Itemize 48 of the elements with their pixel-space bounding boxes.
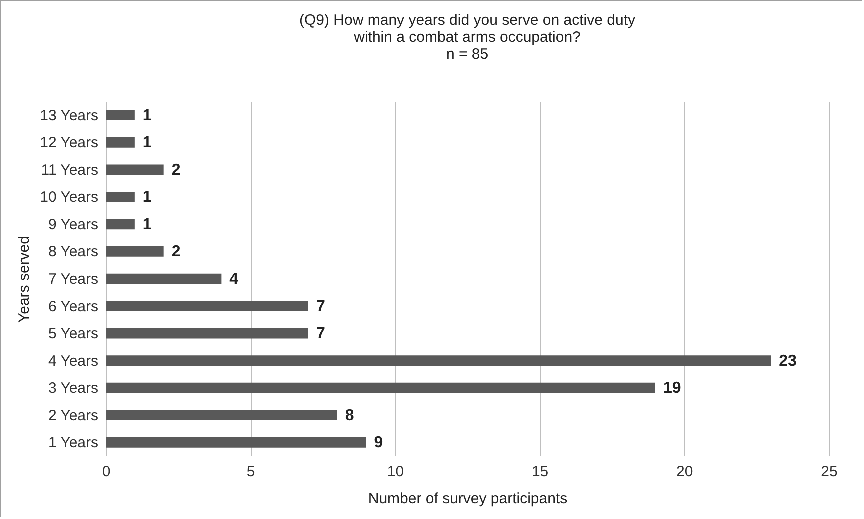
y-tick-label: 9 Years — [48, 216, 98, 234]
y-tick-label: 12 Years — [40, 134, 98, 152]
data-label: 2 — [172, 244, 181, 261]
bar — [106, 274, 222, 284]
y-tick-label: 6 Years — [48, 298, 98, 316]
bar — [106, 192, 135, 202]
x-axis-title: Number of survey participants — [368, 490, 568, 508]
bar — [106, 164, 164, 176]
data-label: 1 — [142, 107, 152, 124]
x-tick-label: 15 — [532, 464, 549, 480]
chart-title: (Q9) How many years did you serve on active duty within a combat arms occupation? n = 85 — [300, 12, 636, 63]
y-tick-label: 13 Years — [40, 107, 98, 124]
bar — [106, 137, 135, 148]
y-tick-label: 7 Years — [48, 271, 98, 288]
y-tick-label: 3 Years — [48, 380, 98, 398]
bar — [106, 219, 135, 230]
data-label: 1 — [142, 216, 152, 234]
data-label: 7 — [316, 298, 326, 316]
y-tick-label: 5 Years — [48, 326, 98, 343]
bar — [106, 356, 772, 366]
y-axis-title: Years served — [16, 236, 33, 323]
data-label: 9 — [374, 434, 384, 452]
data-label: 7 — [316, 326, 326, 343]
bar — [106, 328, 308, 339]
data-label: 1 — [142, 189, 152, 206]
bar — [106, 110, 135, 121]
y-tick-label: 2 Years — [48, 407, 98, 424]
data-label: 19 — [663, 380, 682, 398]
y-tick-label: 11 Years — [41, 162, 98, 179]
x-tick-label: 0 — [102, 464, 111, 480]
bar — [106, 382, 656, 394]
y-tick-label: 10 Years — [40, 189, 98, 206]
bar — [106, 410, 338, 421]
data-label: 1 — [142, 134, 152, 152]
data-label: 4 — [230, 271, 239, 288]
data-label: 23 — [779, 352, 798, 370]
data-label: 2 — [172, 162, 181, 179]
y-tick-label: 4 Years — [48, 352, 98, 370]
x-tick-label: 5 — [246, 464, 256, 480]
y-tick-label: 1 Years — [48, 434, 98, 452]
bar — [106, 301, 308, 312]
x-tick-label: 10 — [387, 464, 404, 480]
x-tick-label: 25 — [821, 464, 838, 480]
x-tick-label: 20 — [676, 464, 694, 480]
y-tick-label: 8 Years — [48, 244, 98, 261]
bar — [106, 437, 366, 448]
bar — [106, 246, 164, 257]
data-label: 8 — [345, 407, 354, 424]
